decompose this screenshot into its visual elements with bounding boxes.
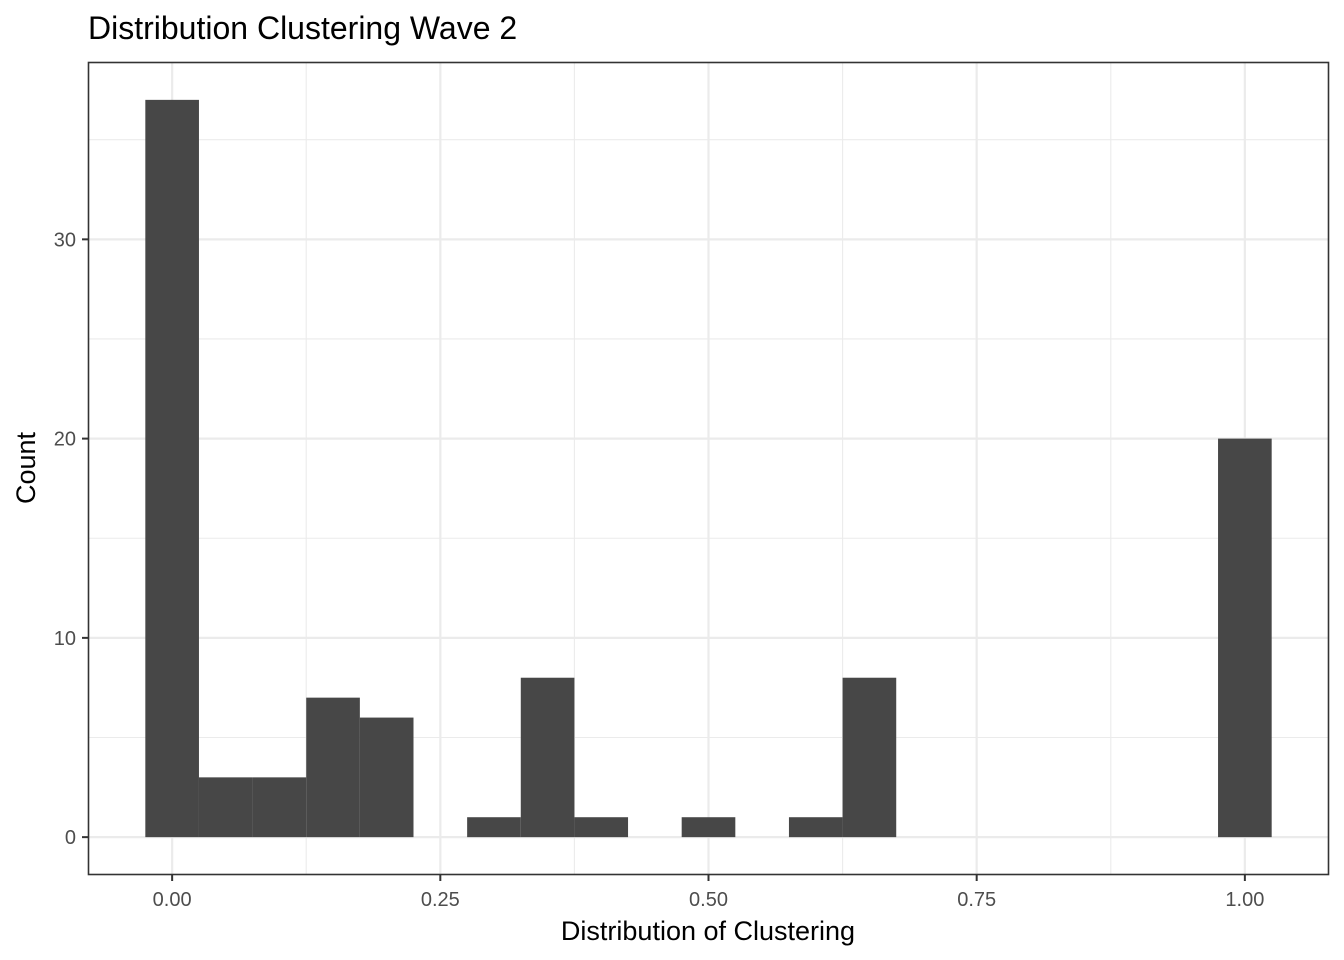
y-tick-label: 0 <box>65 827 76 849</box>
histogram-bar <box>788 817 843 838</box>
y-axis: 0 10 20 30 <box>54 229 89 849</box>
y-tick-label: 10 <box>54 628 76 650</box>
x-tick-label: 1.00 <box>1225 889 1264 911</box>
x-axis: 0.00 0.25 0.50 0.75 1.00 <box>153 874 1264 911</box>
histogram-bar <box>1218 438 1272 838</box>
histogram-bar <box>306 697 360 838</box>
histogram-bar <box>520 677 575 838</box>
histogram-bars <box>145 99 1272 838</box>
x-tick-label: 0.50 <box>689 889 728 911</box>
x-tick-label: 0.25 <box>421 889 460 911</box>
chart-title: Distribution Clustering Wave 2 <box>88 10 517 46</box>
y-tick-label: 20 <box>54 429 76 451</box>
histogram-bar <box>145 99 199 838</box>
histogram-bar <box>467 817 521 838</box>
x-tick-label: 0.75 <box>957 889 996 911</box>
histogram-bar <box>252 777 307 838</box>
grid-lines <box>89 63 1328 874</box>
x-tick-label: 0.00 <box>153 889 192 911</box>
histogram-bar <box>359 717 414 838</box>
y-tick-label: 30 <box>54 229 76 251</box>
histogram-bar <box>842 677 897 838</box>
histogram-bar <box>198 777 253 838</box>
histogram-bar <box>681 817 736 838</box>
y-axis-title: Count <box>11 431 41 504</box>
x-axis-title: Distribution of Clustering <box>561 916 855 946</box>
histogram-bar <box>574 817 629 838</box>
